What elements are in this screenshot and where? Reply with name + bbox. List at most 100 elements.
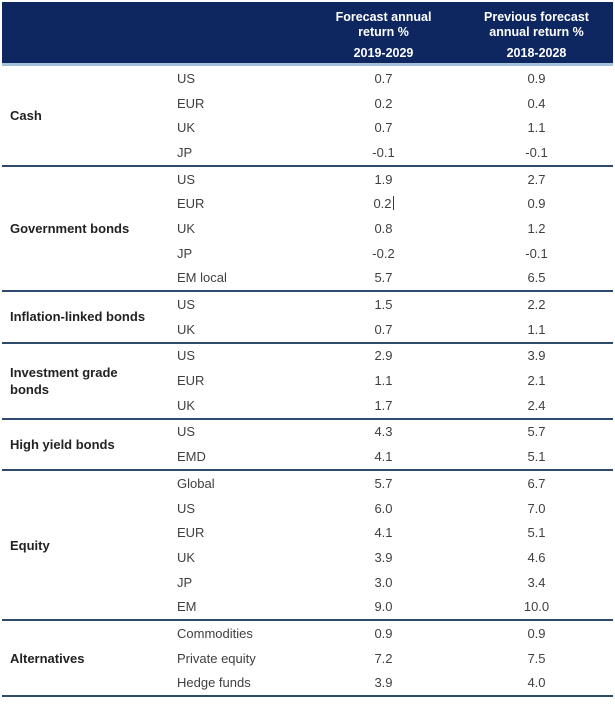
table-row: Hedge funds 3.9 4.0 (177, 671, 613, 696)
instrument-label: EM local (177, 270, 227, 286)
previous-value: -0.1 (525, 144, 548, 160)
table-row: UK 0.7 1.1 (177, 317, 613, 342)
instrument-label: US (177, 297, 196, 313)
instrument-label: EUR (177, 196, 205, 212)
table-row: US 6.0 7.0 (177, 496, 613, 521)
forecast-value: -0.2 (372, 245, 395, 261)
forecast-value: 1.9 (374, 171, 393, 187)
previous-value: 0.9 (527, 70, 546, 86)
forecast-value: 0.8 (374, 220, 393, 236)
forecast-value: 5.7 (374, 270, 393, 286)
text-cursor (392, 196, 394, 211)
section-alternatives: Alternatives Commodities 0.9 0.9 Private… (2, 621, 613, 698)
table-row: EUR 4.1 5.1 (177, 520, 613, 545)
forecast-value: 3.9 (374, 675, 393, 691)
forecast-value: 1.1 (374, 373, 393, 389)
table-row: Private equity 7.2 7.5 (177, 646, 613, 671)
section-equity: Equity Global 5.7 6.7 US 6.0 7.0 EUR 4.1… (2, 471, 613, 622)
column-range: 2019-2029 (353, 46, 414, 60)
forecast-value: 5.7 (374, 475, 393, 491)
previous-value: 0.9 (527, 196, 546, 212)
table-row: UK 1.7 2.4 (177, 393, 613, 418)
previous-value: 3.9 (527, 348, 546, 364)
instrument-label: UK (177, 120, 196, 136)
forecast-value: 2.9 (374, 348, 393, 364)
section-inflation-linked-bonds: Inflation-linked bonds US 1.5 2.2 UK 0.7… (2, 292, 613, 344)
column-title: Forecast annual return % (335, 10, 432, 39)
forecast-value: 0.2 (373, 196, 392, 212)
forecast-value: 4.1 (374, 449, 393, 465)
previous-value: 2.4 (527, 397, 546, 413)
previous-value: 5.1 (527, 525, 546, 541)
table-row: JP -0.2 -0.1 (177, 241, 613, 266)
previous-value: 1.1 (527, 321, 546, 337)
column-title: Previous forecast annual return % (484, 10, 589, 39)
instrument-label: UK (177, 549, 196, 565)
forecast-value: 4.3 (374, 424, 393, 440)
instrument-label: UK (177, 321, 196, 337)
forecast-value: 9.0 (374, 599, 393, 615)
column-range: 2018-2028 (506, 46, 567, 60)
table-row: EM 9.0 10.0 (177, 594, 613, 619)
forecast-value: 6.0 (374, 500, 393, 516)
table-row: EUR 0.2 0.4 (177, 91, 613, 116)
table-row: JP -0.1 -0.1 (177, 140, 613, 165)
instrument-label: Global (177, 475, 215, 491)
table-row: EMD 4.1 5.1 (177, 444, 613, 469)
instrument-label: EM (177, 599, 197, 615)
forecast-value: 1.5 (374, 297, 393, 313)
category-label: Inflation-linked bonds (10, 309, 146, 325)
instrument-label: EUR (177, 95, 205, 111)
previous-value: 7.5 (527, 650, 546, 666)
forecast-value: 0.2 (374, 95, 393, 111)
instrument-label: Commodities (177, 625, 253, 641)
previous-value: 2.1 (527, 373, 546, 389)
table-row: Global 5.7 6.7 (177, 471, 613, 496)
section-government-bonds: Government bonds US 1.9 2.7 EUR 0.2 0.9 … (2, 167, 613, 293)
category-label: Government bonds (10, 220, 130, 236)
forecast-value: 0.7 (374, 321, 393, 337)
previous-value: 6.5 (527, 270, 546, 286)
forecast-value: 0.7 (374, 70, 393, 86)
section-cash: Cash US 0.7 0.9 EUR 0.2 0.4 UK 0.7 1.1 J… (2, 66, 613, 167)
instrument-label: Private equity (177, 650, 256, 666)
instrument-label: JP (177, 144, 193, 160)
previous-value: 2.2 (527, 297, 546, 313)
column-header-forecast: Forecast annual return % 2019-2029 (307, 2, 460, 63)
previous-value: 1.2 (527, 220, 546, 236)
category-label: Alternatives (10, 650, 85, 666)
forecast-value: 1.7 (374, 397, 393, 413)
previous-value: 0.4 (527, 95, 546, 111)
header-spacer (2, 2, 307, 63)
table-row: Commodities 0.9 0.9 (177, 621, 613, 646)
instrument-label: EUR (177, 525, 205, 541)
previous-value: 3.4 (527, 574, 546, 590)
table-row: UK 3.9 4.6 (177, 545, 613, 570)
instrument-label: US (177, 500, 196, 516)
section-high-yield-bonds: High yield bonds US 4.3 5.7 EMD 4.1 5.1 (2, 420, 613, 471)
table-row: US 1.5 2.2 (177, 292, 613, 317)
forecast-value: 4.1 (374, 525, 393, 541)
category-label: Investment grade bonds (10, 364, 118, 397)
previous-value: 4.6 (527, 549, 546, 565)
instrument-label: UK (177, 220, 196, 236)
table-row: EUR 1.1 2.1 (177, 368, 613, 393)
forecast-value: 3.9 (374, 549, 393, 565)
forecast-value: 0.9 (374, 625, 393, 641)
instrument-label: US (177, 424, 196, 440)
category-label: Equity (10, 537, 50, 553)
instrument-label: US (177, 348, 196, 364)
previous-value: 4.0 (527, 675, 546, 691)
previous-value: 2.7 (527, 171, 546, 187)
table-row: EUR 0.2 0.9 (177, 191, 613, 216)
table-row: US 4.3 5.7 (177, 420, 613, 445)
column-header-previous: Previous forecast annual return % 2018-2… (460, 2, 613, 63)
section-investment-grade-bonds: Investment grade bonds US 2.9 3.9 EUR 1.… (2, 344, 613, 420)
instrument-label: US (177, 70, 196, 86)
forecast-value-editing[interactable]: 0.2 (307, 196, 460, 211)
table-header: Forecast annual return % 2019-2029 Previ… (2, 2, 613, 66)
instrument-label: Hedge funds (177, 675, 251, 691)
previous-value: 5.1 (527, 449, 546, 465)
category-label: Cash (10, 107, 42, 123)
table-row: JP 3.0 3.4 (177, 570, 613, 595)
